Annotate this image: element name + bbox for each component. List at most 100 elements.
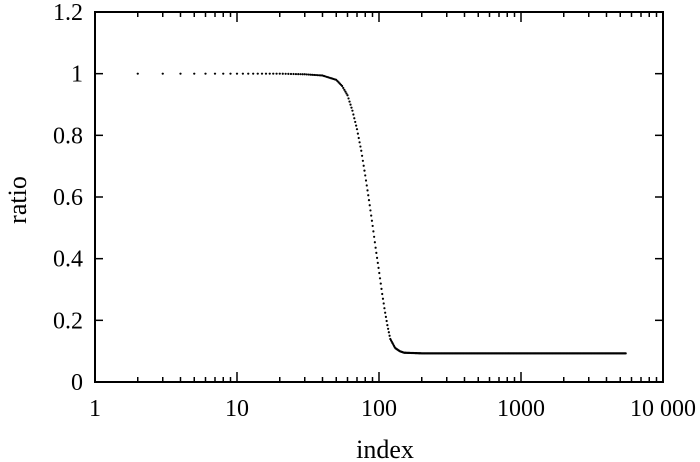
y-tick-label: 0	[71, 370, 83, 396]
data-point	[354, 120, 357, 124]
y-tick-label: 0.4	[53, 247, 83, 273]
data-point	[281, 72, 284, 75]
data-point	[375, 251, 378, 254]
x-tick-label: 1	[89, 396, 101, 422]
data-point	[292, 72, 295, 76]
data-point	[363, 169, 366, 172]
data-point	[303, 73, 306, 76]
data-point	[278, 72, 281, 75]
data-point	[352, 113, 355, 116]
data-point	[345, 92, 348, 95]
data-point	[353, 117, 356, 120]
data-point	[351, 109, 354, 112]
data-point	[213, 72, 217, 75]
data-point	[358, 141, 361, 144]
data-point	[360, 149, 363, 152]
data-point	[382, 302, 385, 305]
data-point	[235, 72, 239, 75]
data-point	[349, 103, 352, 106]
data-point	[314, 73, 318, 77]
data-point	[301, 73, 304, 76]
x-tick-label: 1000	[497, 396, 545, 422]
data-point	[365, 184, 368, 187]
data-point	[387, 327, 390, 330]
data-point	[383, 307, 386, 310]
data-point	[161, 72, 164, 75]
x-tick-label: 10	[225, 396, 249, 422]
data-point	[372, 230, 375, 233]
data-point	[179, 72, 182, 75]
data-point	[373, 235, 376, 238]
data-point	[294, 72, 298, 76]
data-point	[316, 74, 319, 77]
data-point	[229, 72, 232, 75]
data-point	[379, 282, 382, 285]
data-point	[342, 86, 345, 90]
data-point	[346, 94, 349, 97]
data-point	[359, 145, 362, 148]
data-point	[272, 72, 275, 75]
data-point	[380, 287, 383, 290]
data-point	[343, 88, 346, 91]
data-point	[369, 209, 372, 212]
plot-frame	[94, 11, 664, 383]
data-point	[348, 100, 351, 103]
y-tick-label: 1.2	[53, 0, 83, 26]
data-point	[341, 84, 344, 88]
data-point	[378, 277, 382, 280]
data-point	[376, 261, 379, 264]
x-tick-label: 10 000	[630, 396, 696, 422]
data-point	[252, 72, 255, 75]
data-point	[313, 73, 316, 77]
data-point	[344, 90, 347, 93]
data-point	[384, 311, 387, 314]
data-point	[361, 159, 364, 162]
data-point	[299, 73, 302, 76]
data-point	[375, 256, 379, 259]
data-point	[289, 72, 293, 76]
data-point	[136, 72, 139, 75]
data-point	[268, 72, 271, 75]
data-point	[364, 179, 368, 182]
data-point	[307, 73, 310, 76]
data-point	[305, 73, 308, 76]
data-point	[297, 73, 300, 76]
y-tick-label: 0.6	[53, 185, 83, 211]
data-point	[362, 164, 365, 167]
y-tick-label: 0.2	[53, 308, 83, 334]
data-point	[355, 124, 358, 127]
data-point	[264, 72, 268, 75]
data-point	[222, 72, 225, 75]
data-point	[284, 72, 287, 75]
data-point	[241, 72, 244, 75]
data-point	[275, 72, 278, 75]
data-point	[377, 266, 380, 270]
data-point	[624, 352, 627, 355]
data-point	[319, 74, 323, 77]
data-point	[309, 73, 312, 76]
y-tick-label: 1	[71, 62, 83, 88]
data-point	[387, 331, 390, 334]
data-point	[386, 324, 389, 327]
x-tick-label: 100	[361, 396, 397, 422]
data-point	[287, 72, 290, 75]
x-axis-label: index	[356, 435, 414, 462]
data-point	[355, 128, 359, 131]
data-point	[373, 241, 376, 244]
data-point	[381, 292, 384, 296]
data-point	[318, 74, 321, 77]
data-point	[388, 334, 391, 337]
y-tick-label: 0.8	[53, 123, 83, 149]
data-point	[350, 106, 353, 109]
data-point	[260, 72, 264, 75]
data-point	[256, 72, 259, 75]
data-point	[204, 72, 207, 75]
data-point	[356, 132, 359, 135]
data-point	[367, 199, 371, 202]
data-point	[374, 246, 377, 249]
data-point	[193, 72, 196, 75]
data-point	[347, 97, 350, 100]
data-point	[247, 72, 250, 75]
data-point	[360, 154, 364, 157]
